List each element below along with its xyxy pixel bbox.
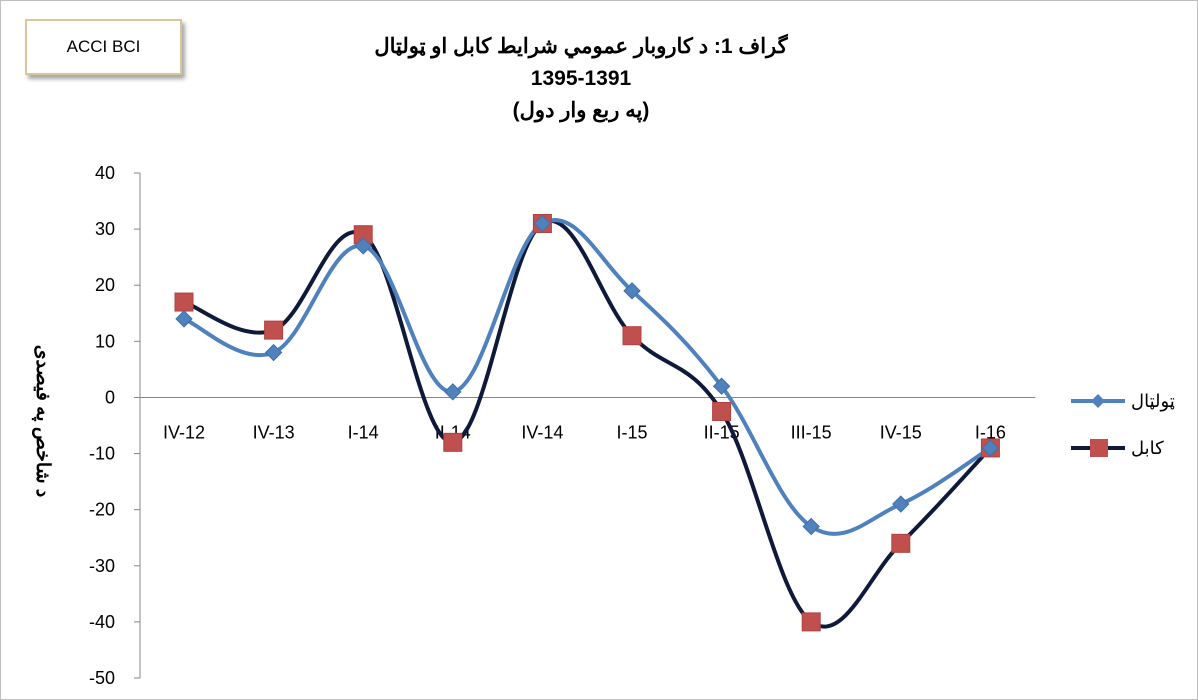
y-tick-label: 20 [95, 275, 115, 295]
total-point [354, 237, 372, 255]
y-tick-label: 30 [95, 219, 115, 239]
legend-marker-kabul [1090, 439, 1108, 457]
y-tick-label: 40 [95, 163, 115, 183]
kabul-point [712, 401, 732, 421]
y-tick-label: -50 [89, 668, 115, 688]
kabul-point [801, 612, 821, 632]
chart-axes [134, 172, 1036, 679]
total-point [892, 495, 910, 513]
y-axis-label: د شاخص په فیصدی [32, 345, 53, 498]
series-line-kabul [183, 219, 992, 629]
x-tick-label: IV-12 [163, 422, 205, 442]
tick-labels: 40 30 20 10 0 -10 -20 -30 -40 -50 IV-12 IV-13 I-14 II… [89, 163, 1006, 688]
chart-title-line-1: گراف 1: د کاروبار عمومي شرايط کابل او ټو… [374, 35, 788, 58]
chart-title-line-2: 1395-1391 [530, 67, 632, 90]
legend: ټولټال کابل [1071, 391, 1175, 459]
x-tick-label: III-15 [791, 422, 832, 442]
total-point [175, 310, 193, 328]
total-point [802, 517, 820, 536]
total-point [623, 282, 641, 300]
x-tick-label: I-15 [616, 422, 647, 442]
total-point [533, 214, 552, 233]
y-tick-label: -10 [89, 444, 115, 464]
plot-area [174, 214, 1000, 632]
legend-marker-total [1091, 394, 1105, 408]
kabul-point [264, 320, 284, 340]
y-tick-label: -40 [89, 612, 115, 632]
y-tick-label: 10 [95, 331, 115, 351]
acci-bci-badge: ACCI BCI [25, 19, 182, 75]
x-tick-label: IV-14 [521, 422, 563, 442]
x-tick-label: IV-13 [253, 422, 295, 442]
legend-label-total: ټولټال [1131, 391, 1175, 412]
legend-label-kabul: کابل [1131, 438, 1164, 459]
total-point [712, 377, 731, 395]
x-tick-label: I-16 [975, 422, 1006, 442]
kabul-point [174, 292, 194, 312]
total-point [981, 439, 1000, 457]
y-tick-label: -20 [89, 500, 115, 520]
kabul-point [891, 533, 911, 553]
y-tick-label: 0 [105, 387, 115, 407]
kabul-point [443, 432, 463, 452]
total-point [444, 383, 462, 401]
y-tick-label: -30 [89, 556, 115, 576]
x-tick-label: IV-15 [880, 422, 922, 442]
series-line-total [183, 218, 992, 536]
chart-title: گراف 1: د کاروبار عمومي شرايط کابل او ټو… [231, 31, 931, 127]
kabul-point [622, 326, 642, 346]
chart-title-line-3: (په ربع وار دول) [512, 99, 650, 122]
x-tick-label: I-14 [348, 422, 379, 442]
total-point [264, 343, 283, 362]
